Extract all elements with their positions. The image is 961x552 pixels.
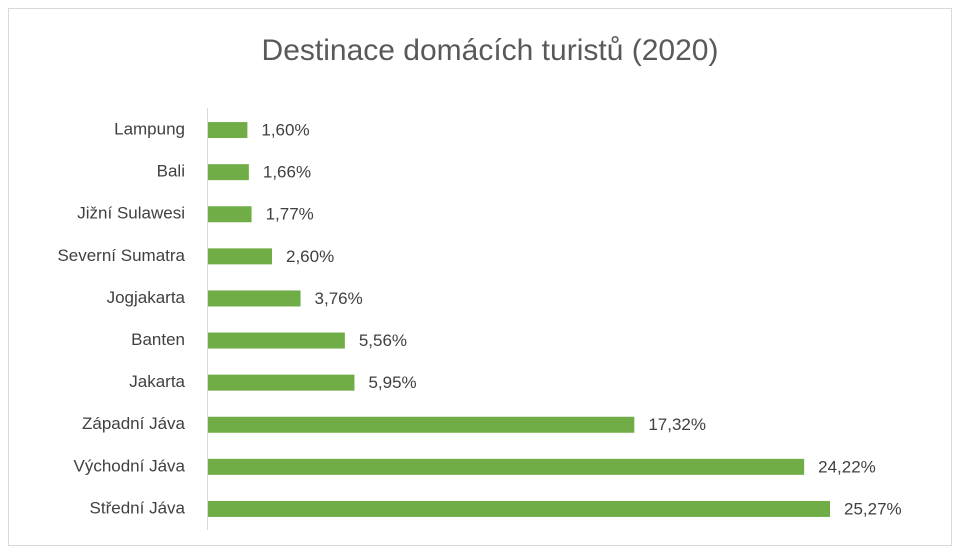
y-tick-label: Střední Jáva <box>90 498 186 517</box>
y-tick-label: Lampung <box>114 120 185 139</box>
data-label: 3,76% <box>315 289 363 308</box>
chart-border <box>8 8 952 546</box>
y-tick-label: Západní Jáva <box>82 414 186 433</box>
bar <box>208 332 345 349</box>
y-tick-label: Jogjakarta <box>107 288 186 307</box>
y-tick-label: Jižní Sulawesi <box>77 204 185 223</box>
bar <box>208 500 830 517</box>
bar <box>208 458 805 475</box>
data-label: 17,32% <box>648 415 706 434</box>
y-tick-label: Jakarta <box>129 372 185 391</box>
data-label: 1,66% <box>263 163 311 182</box>
y-tick-label: Bali <box>157 162 185 181</box>
bar <box>208 374 355 391</box>
data-label: 25,27% <box>844 499 902 518</box>
data-label: 5,95% <box>368 373 416 392</box>
y-tick-label: Východní Jáva <box>73 456 185 475</box>
bar <box>208 122 248 139</box>
bar <box>208 164 249 181</box>
bar <box>208 206 252 223</box>
data-label: 5,56% <box>359 331 407 350</box>
data-label: 24,22% <box>818 457 876 476</box>
bar <box>208 248 272 265</box>
y-tick-label: Banten <box>131 330 185 349</box>
data-label: 1,77% <box>266 205 314 224</box>
bar <box>208 416 635 433</box>
data-label: 1,60% <box>261 121 309 140</box>
bar <box>208 290 301 307</box>
y-tick-label: Severní Sumatra <box>57 246 185 265</box>
data-label: 2,60% <box>286 247 334 266</box>
chart-title: Destinace domácích turistů (2020) <box>262 34 719 67</box>
